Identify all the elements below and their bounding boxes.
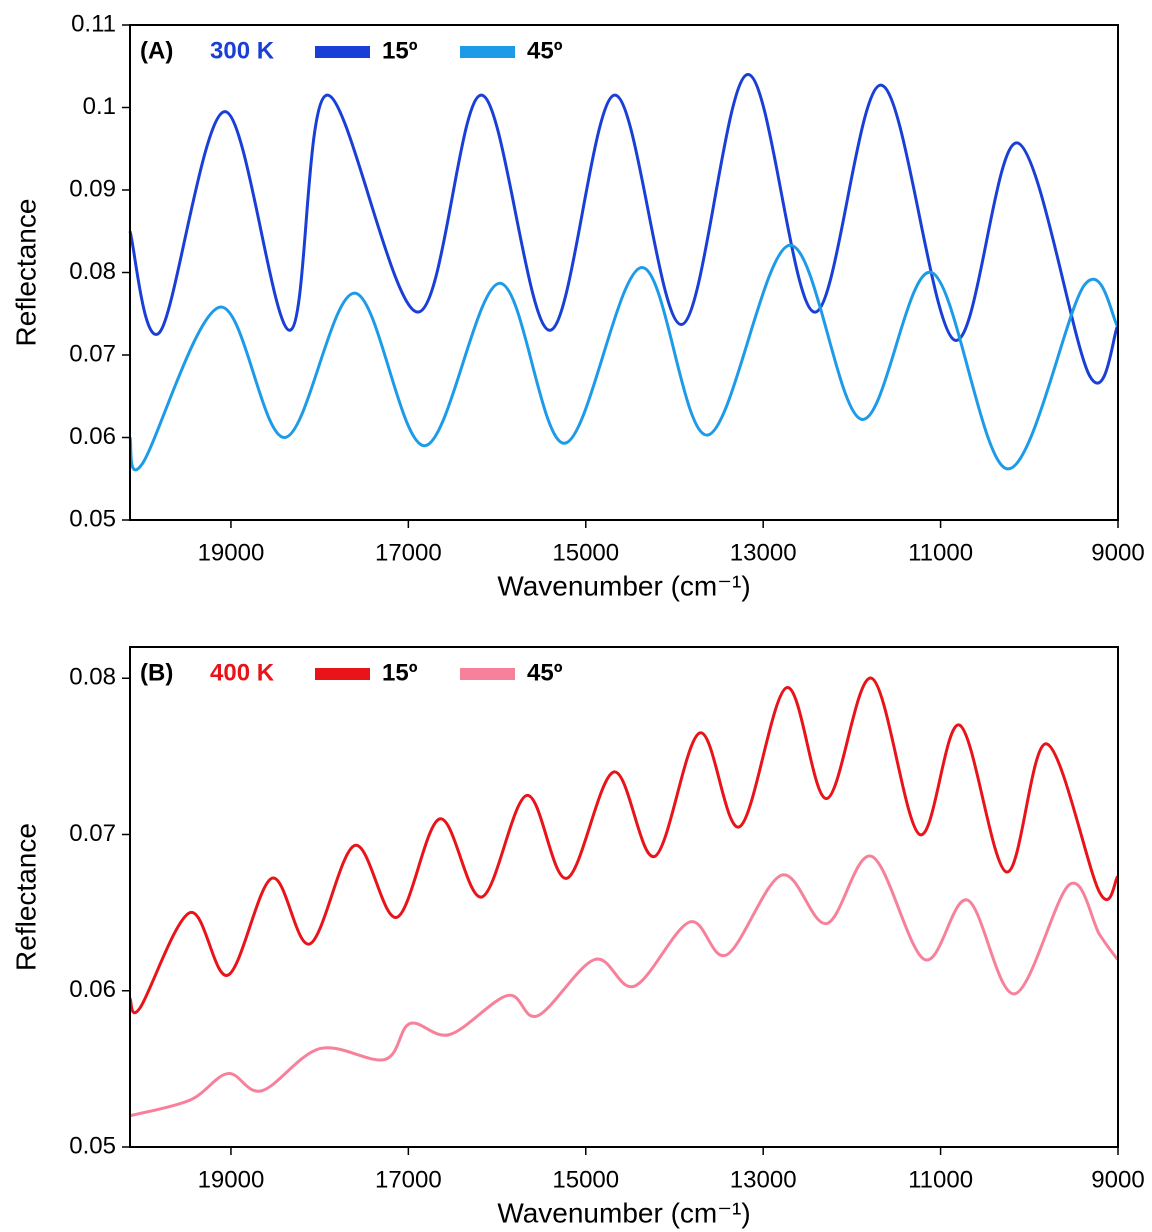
y-tick-label: 0.07 [69,820,116,847]
legend-label: 15º [382,37,418,64]
x-tick-label: 13000 [730,539,797,566]
y-tick-label: 0.06 [69,423,116,450]
x-axis-title: Wavenumber (cm⁻¹) [497,570,750,601]
series-line [128,243,1119,472]
legend-swatch [315,46,370,58]
x-axis-title: Wavenumber (cm⁻¹) [497,1197,750,1228]
x-tick-label: 11000 [908,539,973,566]
x-tick-label: 17000 [375,539,442,566]
y-axis-title: Reflectance [10,823,41,971]
y-tick-label: 0.05 [69,505,116,532]
x-tick-label: 17000 [375,1166,442,1193]
legend-label: 15º [382,659,418,686]
series-line [128,676,1119,1015]
y-tick-label: 0.06 [69,976,116,1003]
x-tick-label: 19000 [198,539,265,566]
legend-title: 300 K [210,37,275,64]
legend-swatch [460,668,515,680]
x-tick-label: 15000 [552,539,619,566]
panel-label: (B) [140,659,173,686]
y-tick-label: 0.09 [69,175,116,202]
panel: 0.05 0.06 0.07 0.08 0.09 0.1 0.11 19000 17000 150… [10,10,1144,601]
y-tick-label: 0.07 [69,340,116,367]
legend-swatch [315,668,370,680]
y-tick-label: 0.05 [69,1132,116,1159]
legend-label: 45º [527,659,563,686]
legend-label: 45º [527,37,563,64]
legend-title: 400 K [210,659,275,686]
x-tick-label: 9000 [1091,539,1144,566]
x-tick-label: 9000 [1091,1166,1144,1193]
x-tick-label: 19000 [198,1166,265,1193]
y-tick-label: 0.1 [83,93,116,120]
x-tick-label: 15000 [552,1166,619,1193]
series-line [129,854,1119,1118]
y-tick-label: 0.08 [69,664,116,691]
y-axis-title: Reflectance [10,199,41,347]
series-line [128,72,1119,385]
y-tick-label: 0.08 [69,258,116,285]
legend-swatch [460,46,515,58]
plot-frame [129,646,1119,1148]
x-tick-label: 11000 [908,1166,973,1193]
panel: 0.05 0.06 0.07 0.08 19000 17000 15000 13000 1100… [10,646,1145,1228]
plot-frame [129,24,1119,521]
x-tick-label: 13000 [730,1166,797,1193]
panel-label: (A) [140,37,173,64]
y-tick-label: 0.11 [71,10,116,37]
